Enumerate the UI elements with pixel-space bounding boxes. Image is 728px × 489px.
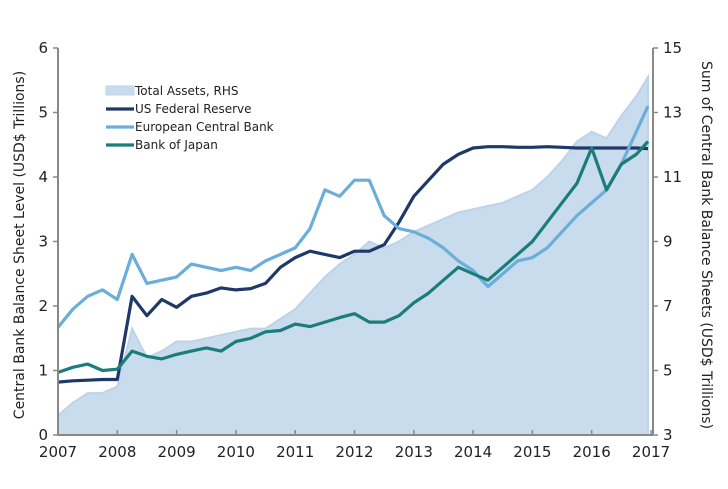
y-tick-label: 2 bbox=[38, 297, 48, 315]
y-tick-label: 5 bbox=[38, 104, 48, 122]
x-tick-label: 2013 bbox=[395, 443, 433, 461]
y2-tick-label: 9 bbox=[663, 233, 673, 251]
y-axis-title: Central Bank Balance Sheet Level (USD$ T… bbox=[12, 71, 28, 419]
series-line-us-federal-reserve bbox=[57, 145, 649, 384]
y-tick-label: 3 bbox=[38, 233, 48, 251]
y2-tick-label: 5 bbox=[663, 362, 673, 380]
x-tick-label: 2014 bbox=[454, 443, 492, 461]
y2-tick-label: 15 bbox=[663, 39, 682, 57]
x-tick-label: 2007 bbox=[39, 443, 77, 461]
y-tick-label: 1 bbox=[38, 362, 48, 380]
x-tick-label: 2016 bbox=[573, 443, 611, 461]
x-tick-label: 2012 bbox=[335, 443, 373, 461]
series-line-bank-of-japan bbox=[57, 140, 650, 374]
y-tick-label: 0 bbox=[38, 426, 48, 444]
y-tick-label: 4 bbox=[38, 168, 48, 186]
y2-axis-title: Sum of Central Bank Balance Sheets (USD$… bbox=[698, 61, 714, 429]
y2-tick-label: 7 bbox=[663, 297, 673, 315]
x-tick-label: 2008 bbox=[98, 443, 136, 461]
y2-tick-label: 3 bbox=[663, 426, 673, 444]
x-tick-label: 2011 bbox=[276, 443, 314, 461]
legend-swatch-total-assets-rhs bbox=[105, 85, 135, 96]
legend: Total Assets, RHS US Federal Reserve Europ… bbox=[105, 84, 274, 152]
y-tick-label: 6 bbox=[38, 39, 48, 57]
x-tick-label: 2010 bbox=[217, 443, 255, 461]
series-line-european-central-bank bbox=[56, 105, 650, 329]
line-layer bbox=[56, 105, 650, 384]
x-tick-label: 2015 bbox=[513, 443, 551, 461]
y2-tick-label: 13 bbox=[663, 104, 682, 122]
axes-layer: 0 1 2 3 4 5 6 3 5 7 9 11 13 15 2007 2008 2009 2010 2011 201… bbox=[38, 39, 682, 461]
legend-label-european-central-bank: European Central Bank bbox=[135, 120, 274, 134]
x-tick-label: 2009 bbox=[158, 443, 196, 461]
legend-label-total-assets-rhs: Total Assets, RHS bbox=[134, 84, 239, 98]
x-tick-label: 2017 bbox=[632, 443, 670, 461]
legend-label-us-federal-reserve: US Federal Reserve bbox=[135, 102, 252, 116]
y2-tick-label: 11 bbox=[663, 168, 682, 186]
legend-label-bank-of-japan: Bank of Japan bbox=[135, 138, 218, 152]
